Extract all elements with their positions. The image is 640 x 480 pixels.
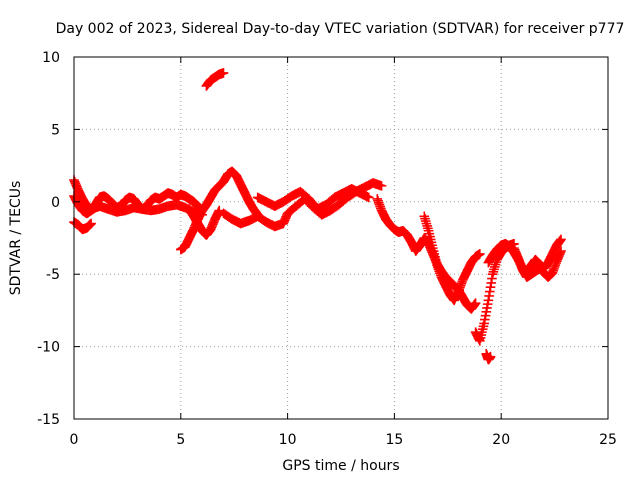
y-tick-label: -5 — [46, 267, 60, 283]
series-late-loop — [419, 211, 485, 306]
data-point — [556, 234, 566, 245]
data-point — [218, 68, 229, 78]
series-early-lower — [69, 191, 207, 220]
data-point — [86, 218, 96, 229]
plot-frame — [73, 56, 609, 420]
y-tick-label: -15 — [37, 412, 60, 428]
chart-title: Day 002 of 2023, Sidereal Day-to-day VTE… — [56, 21, 625, 37]
data-point — [556, 246, 566, 256]
data-point — [475, 249, 485, 259]
x-tick-label: 10 — [279, 432, 297, 448]
x-tick-labels: 0 5 10 15 20 25 — [70, 432, 617, 448]
x-tick-label: 5 — [176, 432, 185, 448]
data-point — [470, 298, 481, 308]
series-mid-upper — [252, 183, 374, 214]
series-end-lower — [509, 243, 566, 282]
data-point — [363, 192, 374, 203]
series-outlier-high — [201, 68, 229, 91]
x-tick-label: 20 — [492, 432, 510, 448]
x-tick-label: 15 — [385, 432, 403, 448]
y-axis-title: SDTVAR / TECUs — [8, 181, 24, 296]
x-axis-title: GPS time / hours — [282, 458, 399, 474]
axis-ticks — [73, 56, 609, 420]
series-loop-6h — [184, 204, 225, 240]
data-point — [485, 351, 496, 362]
y-tick-label: -10 — [37, 340, 60, 356]
x-tick-label: 25 — [599, 432, 617, 448]
data-points — [69, 68, 566, 365]
x-tick-label: 0 — [70, 432, 79, 448]
y-tick-label: 0 — [51, 195, 60, 211]
data-point — [376, 181, 387, 191]
y-tick-label: 5 — [51, 122, 60, 138]
series-dip-start — [69, 217, 96, 235]
series-outlier-low — [481, 349, 496, 365]
grid-lines — [74, 57, 608, 419]
y-tick-labels: -15 -10 -5 0 5 10 — [37, 50, 60, 428]
y-tick-label: 10 — [42, 50, 60, 66]
